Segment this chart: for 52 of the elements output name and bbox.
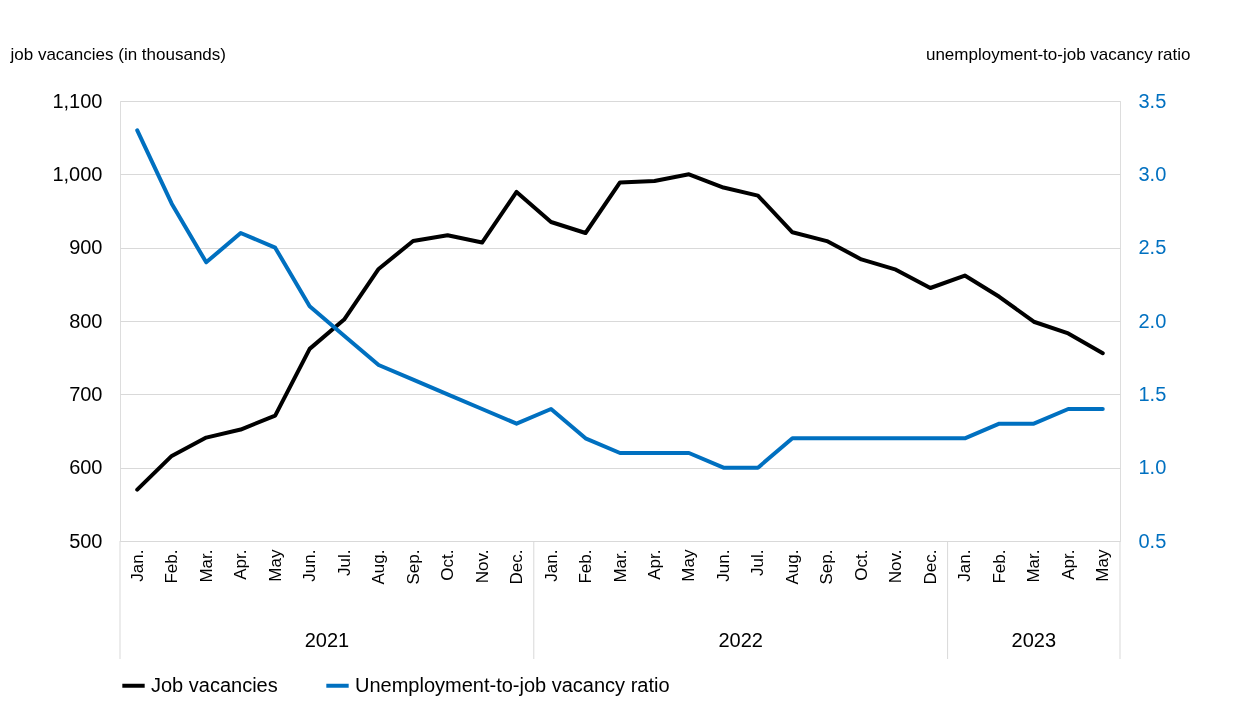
x-tick-label: Jul.	[334, 549, 354, 576]
legend-label: Unemployment-to-job vacancy ratio	[355, 673, 670, 696]
y-tick-label: 600	[69, 456, 103, 479]
x-tick-label: Jun.	[300, 549, 320, 582]
y-tick-label: 800	[69, 309, 103, 332]
x-tick-label: May	[265, 549, 285, 582]
x-tick-label: Mar.	[610, 549, 630, 583]
x-tick-label: Dec.	[507, 549, 527, 585]
y-tick-label: 500	[69, 529, 103, 552]
y2-tick-label: 2.5	[1138, 236, 1167, 259]
x-tick-label: Nov.	[472, 549, 492, 584]
x-tick-label: Oct.	[851, 549, 871, 581]
y-tick-label: 700	[69, 382, 103, 405]
x-tick-label: Apr.	[644, 549, 664, 580]
y-tick-label: 900	[69, 236, 103, 259]
x-tick-label: Aug.	[369, 549, 389, 585]
x-tick-label: Mar.	[1024, 549, 1044, 583]
text: 2023	[1011, 629, 1057, 651]
y-axis-title: job vacancies (in thousands)	[9, 44, 226, 64]
x-tick-label: Sep.	[817, 549, 837, 585]
y-tick-label: 1,100	[52, 89, 103, 112]
y2-tick-label: 1.5	[1138, 382, 1167, 405]
x-tick-label: Jun.	[713, 549, 733, 582]
x-tick-label: Jul.	[748, 549, 768, 576]
x-tick-label: Jan.	[955, 549, 975, 582]
x-tick-label: Jan.	[541, 549, 561, 582]
x-tick-label: Jan.	[127, 549, 147, 582]
x-tick-label: Feb.	[162, 549, 182, 584]
x-tick-label: Feb.	[989, 549, 1009, 584]
x-tick-label: Aug.	[782, 549, 802, 585]
y2-tick-label: 3.0	[1138, 162, 1167, 185]
x-tick-label: Feb.	[576, 549, 596, 584]
y2-tick-label: 1.0	[1138, 456, 1167, 479]
text: 2021	[304, 629, 350, 651]
y2-tick-label: 3.5	[1138, 89, 1167, 112]
legend-label: Job vacancies	[151, 673, 278, 696]
x-tick-label: Mar.	[196, 549, 216, 583]
line-series	[135, 172, 1105, 492]
x-tick-label: Oct.	[438, 549, 458, 581]
x-tick-label: May	[1093, 549, 1113, 582]
line-series	[135, 128, 1105, 470]
x-tick-label: Apr.	[1058, 549, 1078, 580]
x-tick-label: Dec.	[920, 549, 940, 585]
y2-tick-label: 0.5	[1138, 529, 1167, 552]
text: 2022	[718, 629, 763, 651]
y2-axis-title: unemployment-to-job vacancy ratio	[925, 44, 1191, 64]
x-tick-label: Apr.	[231, 549, 251, 580]
x-tick-label: May	[679, 549, 699, 582]
x-tick-label: Sep.	[403, 549, 423, 585]
y2-tick-label: 2.0	[1138, 309, 1167, 332]
x-tick-label: Nov.	[886, 549, 906, 584]
y-tick-label: 1,000	[52, 162, 103, 185]
